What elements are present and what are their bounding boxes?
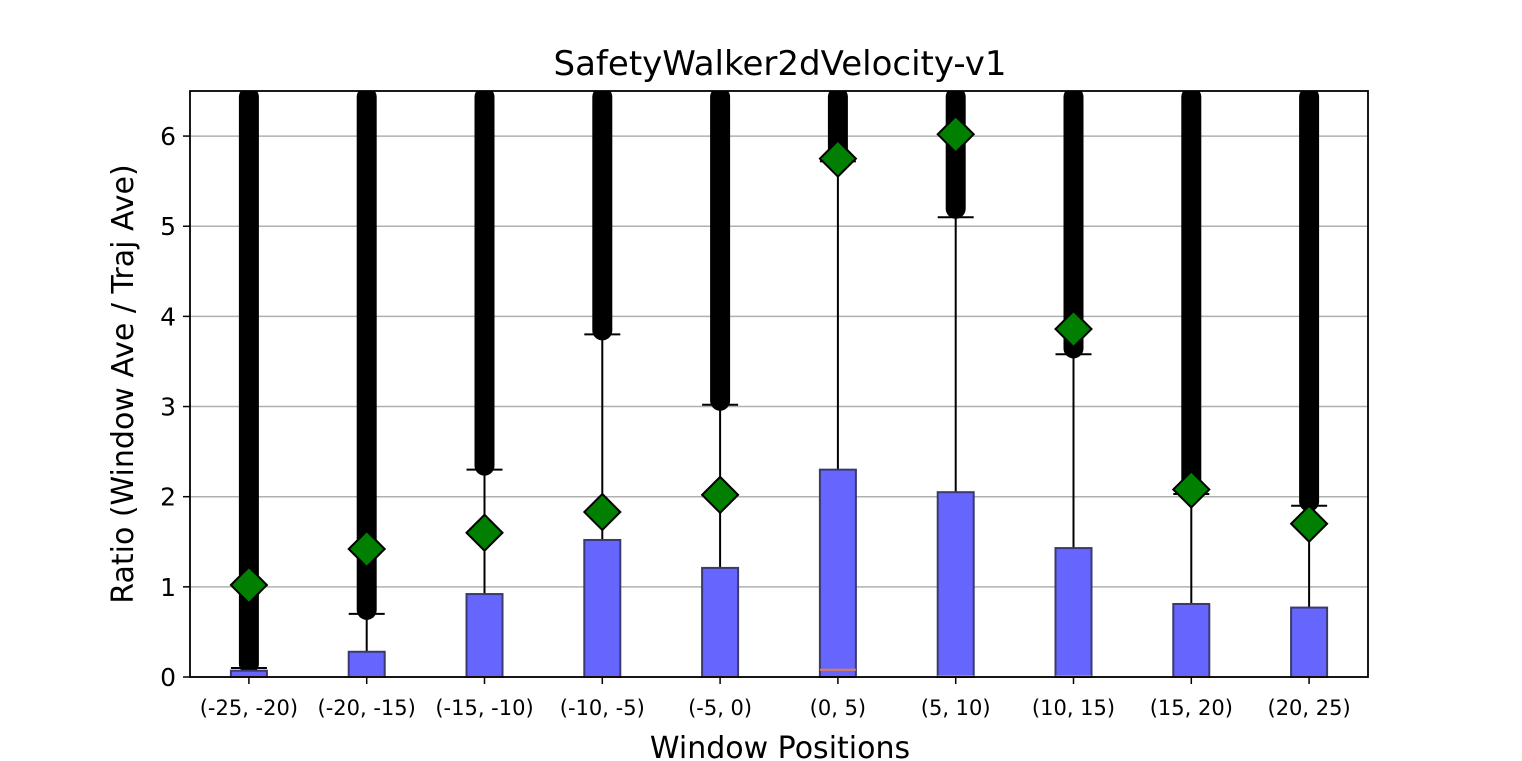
box-iqr (347, 650, 386, 678)
chart-title: SafetyWalker2dVelocity-v1 (554, 44, 1007, 84)
box-iqr (1172, 602, 1211, 679)
y-tick-label: 3 (160, 393, 176, 422)
box-iqr (1290, 606, 1329, 679)
mean-marker (936, 114, 976, 154)
box-group (229, 91, 269, 678)
box-iqr (583, 538, 622, 678)
x-tick-label: (0, 5) (810, 696, 866, 720)
box-iqr (1054, 547, 1093, 679)
box-iqr (818, 468, 857, 678)
box-iqr (701, 566, 740, 678)
y-tick-label: 5 (160, 212, 176, 241)
outlier-points (356, 91, 377, 620)
x-tick-label: (10, 15) (1032, 696, 1115, 720)
box-group (347, 91, 387, 678)
box-group (936, 91, 976, 678)
axes-frame (189, 90, 1369, 678)
y-tick-label: 4 (160, 302, 176, 331)
x-axis-label: Window Positions (650, 731, 910, 761)
box-iqr (936, 491, 975, 678)
box-group (582, 91, 622, 678)
mean-marker (582, 492, 622, 532)
outlier-points (1181, 91, 1202, 499)
x-axis-ticks: (-25, -20) (-20, -15) (-15, -10) (-10, -5) (… (200, 677, 1351, 720)
mean-marker (465, 513, 504, 553)
mean-marker (347, 529, 387, 569)
x-tick-label: (5, 10) (921, 696, 991, 720)
y-tick-label: 2 (160, 483, 176, 512)
plot-frame (189, 90, 1369, 678)
outlier-points (1063, 91, 1084, 359)
y-tick-label: 6 (160, 122, 176, 151)
outlier-points (474, 91, 495, 476)
x-tick-label: (-15, -10) (435, 696, 533, 720)
outlier-points (1299, 91, 1320, 512)
box-group (1289, 91, 1329, 679)
mean-marker (229, 565, 269, 605)
box-iqr (465, 593, 504, 679)
box-group (700, 91, 740, 678)
outlier-points (710, 91, 731, 411)
y-tick-label: 0 (160, 663, 176, 692)
boxes-layer (229, 91, 1329, 679)
y-axis-label: Ratio (Window Ave / Traj Ave) (106, 164, 141, 603)
x-tick-label: (-20, -15) (318, 696, 416, 720)
y-axis-ticks: 0 1 2 3 4 5 6 (160, 122, 190, 692)
x-tick-label: (-25, -20) (200, 696, 298, 720)
mean-marker (700, 475, 740, 515)
x-tick-label: (20, 25) (1268, 696, 1351, 720)
box-group (818, 91, 858, 678)
mean-marker (1289, 504, 1329, 544)
box-group (1171, 91, 1211, 679)
x-tick-label: (15, 20) (1150, 696, 1233, 720)
x-tick-label: (-10, -5) (560, 696, 645, 720)
box-group (1054, 91, 1093, 679)
y-tick-label: 1 (160, 573, 176, 602)
mean-marker (1171, 470, 1211, 509)
outlier-points (238, 91, 259, 674)
x-tick-label: (-5, 0) (688, 696, 752, 720)
mean-marker (818, 139, 858, 179)
mean-marker (1054, 309, 1093, 349)
outlier-points (592, 91, 613, 341)
